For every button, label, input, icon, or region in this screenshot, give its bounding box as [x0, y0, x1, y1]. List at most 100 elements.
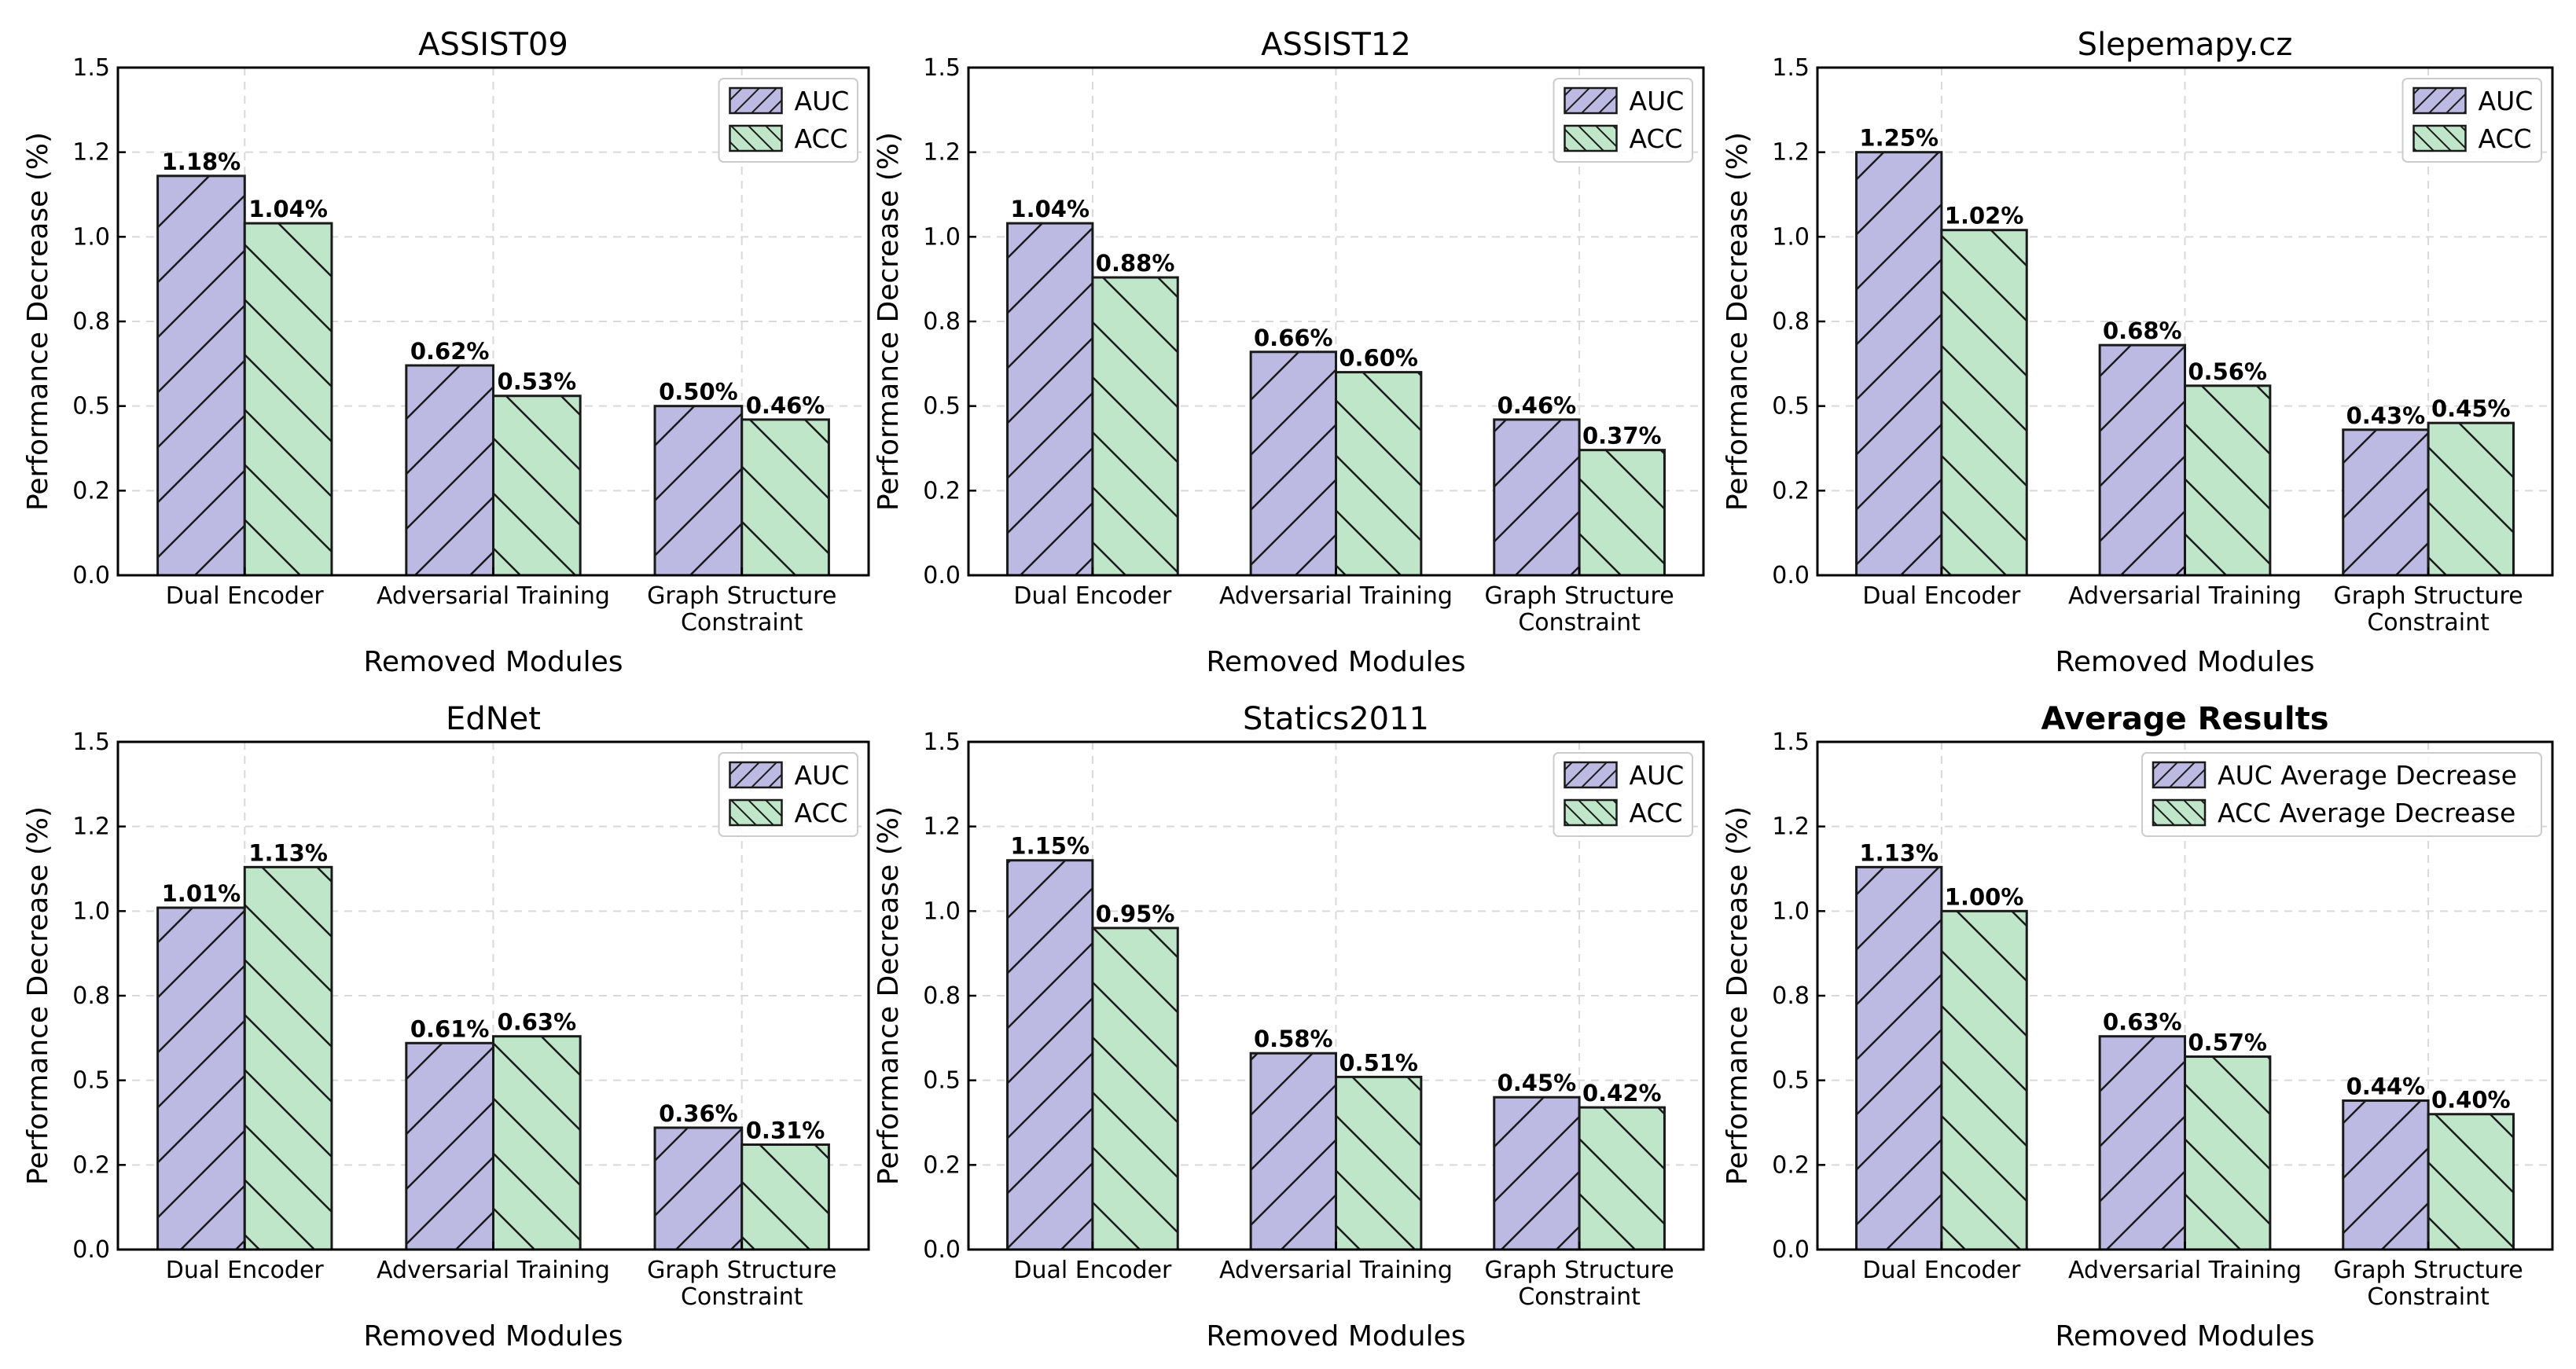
y-axis-label: Performance Decrease (%)	[22, 132, 54, 511]
bar-acc-1	[1940, 909, 2028, 1251]
y-tick-label: 1.5	[923, 729, 961, 756]
y-tick-label: 1.5	[1772, 54, 1810, 82]
bar-auc-1	[1855, 151, 1943, 577]
y-tick-label: 1.0	[923, 223, 961, 251]
bar-acc-2	[2184, 1055, 2272, 1251]
bar-acc-2	[1335, 1075, 1423, 1251]
legend-label: ACC	[795, 123, 848, 154]
x-tick-label: Dual Encoder	[1862, 582, 2021, 610]
chart-panel-5: 1.15% 0.58% 0.45% 0.95% 0.51% 0.42% 0.0 0.2 0.5 0…	[873, 701, 1705, 1352]
y-tick-label: 0.2	[1772, 1151, 1810, 1179]
bar-acc-3	[1578, 1106, 1666, 1251]
y-tick-label: 0.8	[1772, 982, 1810, 1010]
legend-swatch	[2412, 124, 2467, 152]
y-tick-label: 0.8	[72, 982, 110, 1010]
chart-panel-6: 1.13% 0.63% 0.44% 1.00% 0.57% 0.40% 0.0 0.2 0.5 0…	[1722, 701, 2554, 1352]
y-axis-label: Performance Decrease (%)	[873, 806, 905, 1185]
bar-value-label: 0.57%	[2188, 1030, 2267, 1056]
y-tick-label: 0.8	[72, 308, 110, 336]
x-tick-label: Dual Encoder	[1862, 1257, 2021, 1284]
y-tick-label: 1.0	[923, 897, 961, 925]
chart-title: Slepemapy.cz	[2078, 27, 2293, 63]
bar-acc-2	[1335, 371, 1423, 577]
chart-panel-2: 1.04% 0.66% 0.46% 0.88% 0.60% 0.37% 0.0 0.2 0.5 0…	[873, 27, 1705, 678]
legend-swatch	[1564, 124, 1618, 152]
legend-swatch	[2152, 798, 2207, 827]
y-tick-label: 0.5	[923, 393, 961, 420]
chart-panel-3: 1.25% 0.68% 0.43% 1.02% 0.56% 0.45% 0.0 0.2 0.5 0…	[1722, 27, 2554, 678]
bar-auc-3	[653, 1126, 744, 1251]
bar-acc-3	[740, 418, 830, 577]
bar-acc-2	[492, 1035, 582, 1251]
bar-acc-3	[2427, 421, 2515, 577]
y-tick-label: 1.0	[72, 897, 110, 925]
legend-label: AUC	[795, 760, 850, 791]
bar-value-label: 0.42%	[1582, 1080, 1662, 1107]
bar-value-label: 0.51%	[1339, 1049, 1418, 1076]
x-axis-label: Removed Modules	[2055, 646, 2314, 678]
bar-value-label: 0.37%	[1582, 423, 1662, 450]
bar-auc-3	[653, 405, 744, 577]
bar-value-label: 0.56%	[2188, 358, 2267, 385]
legend: AUC ACC	[1553, 752, 1693, 837]
x-tick-label: Adversarial Training	[1219, 1257, 1453, 1284]
y-tick-label: 1.2	[1772, 813, 1810, 841]
bar-value-label: 0.44%	[2346, 1074, 2426, 1100]
y-tick-label: 0.8	[923, 308, 961, 336]
x-tick-label: Graph Structure Constraint	[2334, 1257, 2523, 1311]
bar-value-label: 1.01%	[162, 880, 241, 907]
bar-value-label: 0.46%	[1497, 392, 1577, 419]
chart-title: Statics2011	[1243, 701, 1429, 737]
bar-value-label: 1.15%	[1010, 833, 1090, 860]
bar-acc-1	[1940, 229, 2028, 577]
x-tick-label: Dual Encoder	[166, 1257, 325, 1284]
bar-value-label: 0.66%	[1254, 325, 1333, 351]
bar-acc-2	[2184, 384, 2272, 577]
bar-auc-2	[2098, 343, 2187, 577]
legend: AUC ACC	[1553, 78, 1693, 163]
bar-value-label: 1.02%	[1945, 203, 2024, 229]
bar-value-label: 0.60%	[1339, 345, 1418, 372]
bar-auc-2	[405, 364, 494, 577]
chart-title: EdNet	[446, 701, 541, 737]
x-axis-label: Removed Modules	[1206, 1320, 1465, 1352]
legend-label: ACC	[1630, 123, 1683, 154]
bar-value-label: 0.61%	[410, 1015, 490, 1042]
bar-auc-3	[1493, 418, 1581, 577]
bar-acc-1	[1091, 927, 1179, 1251]
y-tick-label: 0.0	[1772, 562, 1810, 589]
bar-acc-3	[2427, 1113, 2515, 1251]
y-tick-label: 0.8	[1772, 308, 1810, 336]
bar-value-label: 0.45%	[2431, 395, 2511, 422]
x-tick-label: Dual Encoder	[1013, 582, 1172, 610]
bar-acc-3	[740, 1143, 830, 1251]
bar-value-label: 1.04%	[248, 196, 328, 222]
chart-title: Average Results	[2041, 701, 2329, 737]
legend-swatch	[1564, 761, 1618, 789]
bar-auc-1	[1006, 859, 1094, 1251]
bar-auc-2	[405, 1041, 494, 1251]
y-tick-label: 1.2	[923, 139, 961, 167]
bar-auc-2	[1249, 351, 1337, 577]
legend-swatch	[729, 761, 783, 789]
y-tick-label: 1.2	[1772, 139, 1810, 167]
bar-auc-1	[1855, 865, 1943, 1251]
bar-value-label: 0.40%	[2431, 1087, 2511, 1114]
x-tick-label: Graph Structure Constraint	[2334, 582, 2523, 637]
bar-value-label: 0.36%	[659, 1100, 738, 1127]
chart-title: ASSIST09	[418, 27, 568, 63]
x-axis-label: Removed Modules	[363, 646, 623, 678]
y-tick-label: 1.5	[1772, 729, 1810, 756]
bar-value-label: 0.46%	[746, 392, 825, 419]
x-tick-label: Dual Encoder	[166, 582, 325, 610]
x-tick-label: Adversarial Training	[377, 1257, 610, 1284]
bar-auc-1	[1006, 222, 1094, 577]
y-tick-label: 0.0	[72, 562, 110, 589]
x-tick-label: Graph Structure Constraint	[1485, 582, 1674, 637]
bar-auc-1	[156, 174, 246, 577]
x-tick-label: Adversarial Training	[377, 582, 610, 610]
legend: AUC ACC	[718, 752, 858, 837]
bar-value-label: 0.95%	[1096, 901, 1175, 927]
bar-value-label: 0.62%	[410, 338, 490, 365]
